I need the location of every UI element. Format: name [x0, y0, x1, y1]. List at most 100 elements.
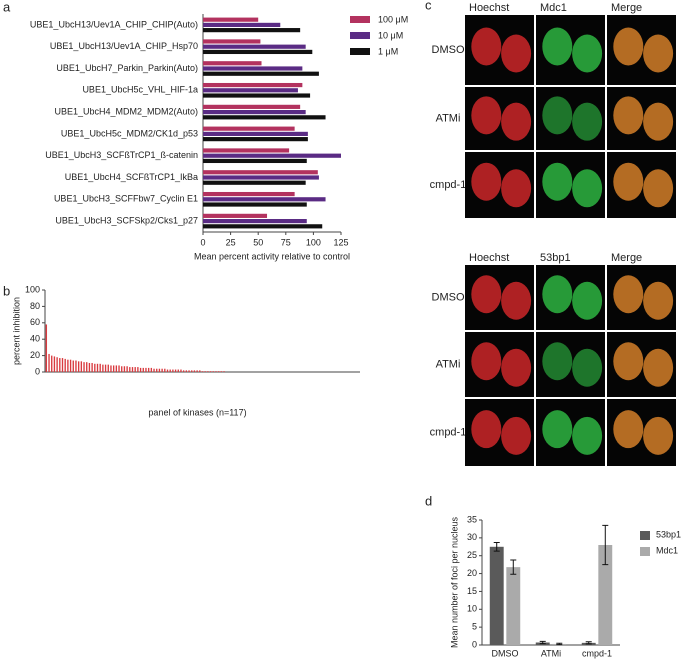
row-label: cmpd-1 — [430, 179, 467, 191]
bar — [161, 368, 163, 372]
nucleus — [501, 102, 532, 141]
bar — [212, 371, 214, 372]
y-tick-label: UBE1_UbcH7_Parkin_Parkin(Auto) — [56, 63, 198, 73]
bar — [203, 175, 319, 180]
nucleus — [643, 169, 674, 208]
bar — [203, 158, 307, 164]
bar — [598, 545, 613, 645]
bar — [203, 61, 262, 66]
nucleus — [542, 275, 573, 314]
bar — [134, 367, 136, 372]
bar — [88, 362, 91, 372]
row-label: ATMi — [436, 358, 461, 370]
y-tick-label: 60 — [30, 317, 40, 327]
nucleus — [613, 342, 644, 381]
bar — [203, 197, 326, 202]
legend-label: 53bp1 — [656, 529, 681, 539]
bar — [203, 126, 295, 131]
bar — [203, 93, 311, 98]
nucleus — [613, 162, 644, 201]
nucleus — [643, 34, 674, 73]
bar — [204, 371, 206, 372]
nucleus — [501, 34, 532, 73]
nucleus — [643, 281, 674, 320]
bar — [158, 368, 161, 372]
bar — [174, 369, 177, 372]
bar — [196, 370, 198, 372]
bar — [99, 363, 101, 372]
bar — [126, 366, 128, 372]
bar — [203, 224, 323, 229]
bar — [215, 371, 217, 372]
bar — [129, 367, 131, 372]
bar — [203, 115, 326, 120]
y-tick-label: UBE1_UbcH3_SCFFbw7_Cyclin E1 — [54, 194, 198, 204]
y-tick-label: 20 — [30, 350, 40, 360]
bar — [121, 366, 123, 372]
nucleus — [572, 416, 603, 455]
nucleus — [471, 96, 502, 135]
error-bar — [585, 641, 592, 645]
legend-swatch — [350, 32, 370, 39]
nucleus — [542, 27, 573, 66]
x-tick-label: ATMi — [541, 648, 561, 658]
nucleus — [572, 169, 603, 208]
nucleus — [501, 281, 532, 320]
y-tick-label: UBE1_UbcH3_SCFßTrCP1_ß-catenin — [45, 150, 198, 160]
bar — [145, 367, 147, 372]
bar — [147, 367, 150, 372]
bar — [220, 371, 223, 372]
panel-label: c — [425, 0, 432, 12]
bar — [203, 28, 301, 33]
bar — [203, 219, 307, 224]
bar — [203, 202, 307, 207]
bar — [77, 361, 80, 372]
bar — [131, 367, 134, 372]
bar — [61, 358, 64, 372]
bar — [53, 356, 56, 372]
legend-label: 10 μM — [378, 30, 403, 40]
row-label: cmpd-1 — [430, 426, 467, 438]
bar — [203, 82, 303, 88]
bar — [56, 357, 58, 372]
bar — [69, 359, 72, 372]
column-header: Hoechst — [469, 2, 509, 14]
bar — [86, 362, 88, 372]
bar — [203, 39, 261, 44]
nucleus — [643, 102, 674, 141]
panel-label: a — [3, 0, 11, 14]
y-tick-label: 20 — [467, 568, 477, 578]
bar — [104, 364, 107, 372]
bar — [91, 362, 93, 372]
nucleus — [471, 27, 502, 66]
bar — [115, 365, 118, 372]
bar — [72, 360, 74, 372]
y-tick-label: UBE1_UbcH5c_MDM2/CK1d_p53 — [61, 128, 198, 138]
legend-label: Mdc1 — [656, 545, 678, 555]
nucleus — [643, 348, 674, 387]
bar — [123, 366, 126, 372]
bar — [223, 371, 225, 372]
bar — [48, 353, 50, 372]
bar — [203, 148, 290, 153]
bar — [172, 369, 174, 372]
bar — [199, 370, 201, 372]
nucleus — [613, 275, 644, 314]
bar — [489, 546, 504, 645]
bar — [83, 362, 85, 372]
bar — [209, 371, 212, 372]
panel-label: d — [425, 493, 432, 508]
bar — [203, 17, 259, 22]
nucleus — [542, 410, 573, 449]
nucleus — [542, 342, 573, 381]
nucleus — [643, 416, 674, 455]
y-tick-label: 5 — [472, 622, 477, 632]
bar — [51, 355, 53, 372]
error-bar — [510, 559, 517, 575]
bar — [180, 369, 182, 372]
row-label: DMSO — [432, 291, 465, 303]
x-tick-label: 50 — [253, 237, 263, 247]
bar — [153, 368, 155, 372]
legend-swatch — [350, 48, 370, 55]
legend-label: 100 μM — [378, 14, 408, 24]
